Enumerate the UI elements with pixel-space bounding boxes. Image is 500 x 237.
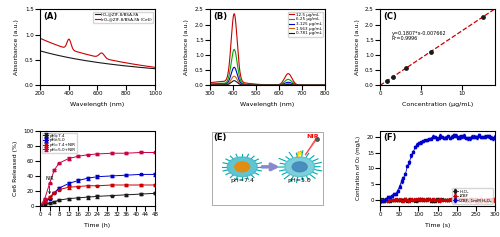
X-axis label: Time (h): Time (h) xyxy=(84,223,110,228)
Text: (C): (C) xyxy=(384,12,398,21)
Circle shape xyxy=(292,162,307,172)
FancyBboxPatch shape xyxy=(212,132,322,205)
Circle shape xyxy=(284,157,314,177)
Circle shape xyxy=(235,162,250,172)
Text: (B): (B) xyxy=(214,12,228,21)
X-axis label: Time (s): Time (s) xyxy=(425,223,450,228)
Text: NIR: NIR xyxy=(306,134,319,139)
Circle shape xyxy=(228,157,257,177)
X-axis label: Wavelength (nm): Wavelength (nm) xyxy=(70,102,124,107)
Legend: 12.5 μg/mL, 6.25 μg/mL, 3.125 μg/mL, 1.563 μg/mL, 0.781 μg/mL: 12.5 μg/mL, 6.25 μg/mL, 3.125 μg/mL, 1.5… xyxy=(288,12,323,36)
Y-axis label: Contration of O₂ (mg/L): Contration of O₂ (mg/L) xyxy=(356,136,362,201)
Point xyxy=(389,75,397,79)
Text: (E): (E) xyxy=(214,133,227,142)
Text: NIR: NIR xyxy=(46,176,54,194)
X-axis label: Concentration (μg/mL): Concentration (μg/mL) xyxy=(402,102,473,107)
Text: (F): (F) xyxy=(384,133,397,142)
X-axis label: Wavelength (nm): Wavelength (nm) xyxy=(240,102,294,107)
Y-axis label: Ce6 Released (%): Ce6 Released (%) xyxy=(12,141,18,196)
Y-axis label: Absorbance (a.u.): Absorbance (a.u.) xyxy=(14,19,20,75)
Text: pH=5.0: pH=5.0 xyxy=(288,178,312,183)
Point xyxy=(428,50,436,54)
Point xyxy=(478,15,486,19)
Text: (A): (A) xyxy=(44,12,58,21)
Text: pH=7.4: pH=7.4 xyxy=(230,178,254,183)
Polygon shape xyxy=(298,152,301,156)
Y-axis label: Absorbance (a.u.): Absorbance (a.u.) xyxy=(184,19,190,75)
Text: (D): (D) xyxy=(44,133,58,142)
Legend: pH=7.4, pH=5.0, pH=7.4+NIR, pH=5.0+NIR: pH=7.4, pH=5.0, pH=7.4+NIR, pH=5.0+NIR xyxy=(42,133,77,153)
Text: y=0.1807*x-0.007662
R²=0.9996: y=0.1807*x-0.007662 R²=0.9996 xyxy=(392,31,446,41)
Legend: H₂O₂, IZBF, IZBF, 1mM H₂O₂: H₂O₂, IZBF, IZBF, 1mM H₂O₂ xyxy=(452,188,493,204)
Legend: IrO₂@ZIF-8/BSA-FA, IrO₂@ZIF-8/BSA-FA (Ce6): IrO₂@ZIF-8/BSA-FA, IrO₂@ZIF-8/BSA-FA (Ce… xyxy=(94,12,153,23)
Point xyxy=(382,79,390,83)
Point xyxy=(402,67,409,70)
Y-axis label: Absorbance (a.u.): Absorbance (a.u.) xyxy=(354,19,360,75)
Polygon shape xyxy=(298,151,302,157)
